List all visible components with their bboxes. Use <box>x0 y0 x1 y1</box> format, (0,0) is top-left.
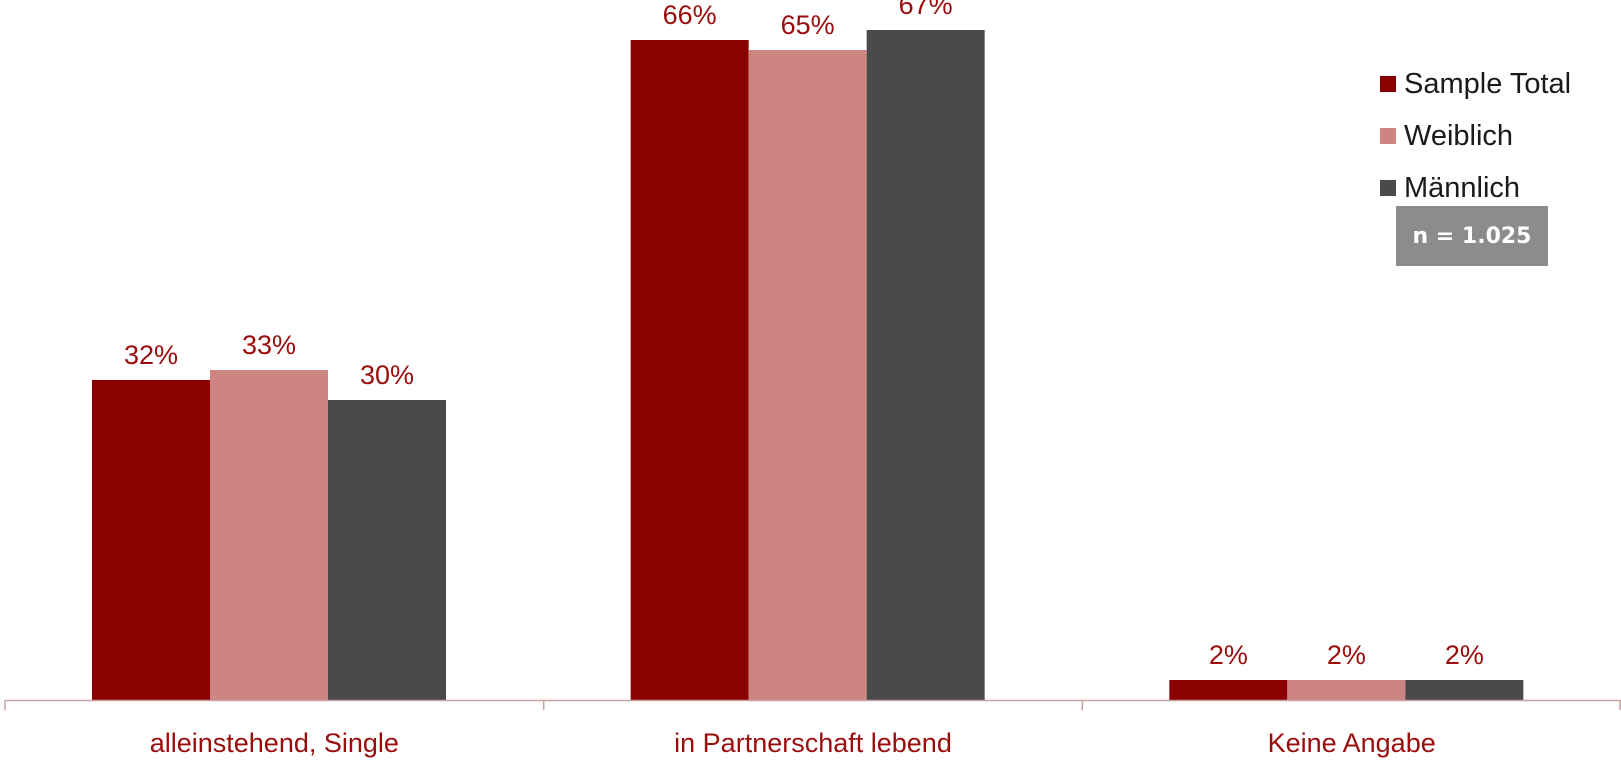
legend-item-sample-total: Sample Total <box>1380 58 1571 110</box>
bar-maennlich-in-partnerschaft-lebend <box>866 30 985 700</box>
bar-weiblich-in-partnerschaft-lebend <box>748 50 867 700</box>
bar-weiblich-keine-angabe <box>1287 680 1406 700</box>
bar-maennlich-alleinstehend-single <box>328 400 446 700</box>
sample-size-badge: n = 1.025 <box>1396 206 1548 266</box>
bar-weiblich-alleinstehend-single <box>210 370 328 700</box>
legend-item-weiblich: Weiblich <box>1380 110 1571 162</box>
bar-sample-total-in-partnerschaft-lebend <box>630 40 749 700</box>
legend: Sample Total Weiblich Männlich <box>1380 58 1571 214</box>
legend-swatch-maennlich <box>1380 180 1396 196</box>
legend-swatch-weiblich <box>1380 128 1396 144</box>
category-label-alleinstehend-single: alleinstehend, Single <box>150 728 399 758</box>
value-labels-group: 32% 33% 30% 66% 65% 67% 2% 2% 2% <box>124 0 1484 670</box>
bars-group <box>92 30 1524 700</box>
data-label-sample-total-in-partnerschaft-lebend: 66% <box>663 0 717 30</box>
data-label-maennlich-alleinstehend-single: 30% <box>360 360 414 390</box>
bar-sample-total-alleinstehend-single <box>92 380 210 700</box>
legend-label: Männlich <box>1404 171 1521 204</box>
category-labels-group: alleinstehend, Single in Partnerschaft le… <box>150 728 1436 758</box>
bar-maennlich-keine-angabe <box>1405 680 1524 700</box>
data-label-sample-total-keine-angabe: 2% <box>1209 640 1248 670</box>
data-label-sample-total-alleinstehend-single: 32% <box>124 340 178 370</box>
bar-sample-total-keine-angabe <box>1169 680 1288 700</box>
legend-label: Sample Total <box>1404 67 1572 100</box>
legend-label: Weiblich <box>1404 119 1514 152</box>
category-label-keine-angabe: Keine Angabe <box>1268 728 1436 758</box>
data-label-weiblich-in-partnerschaft-lebend: 65% <box>781 10 835 40</box>
x-axis <box>4 699 1621 710</box>
category-label-in-partnerschaft-lebend: in Partnerschaft lebend <box>674 728 952 758</box>
legend-swatch-sample-total <box>1380 76 1396 92</box>
data-label-maennlich-in-partnerschaft-lebend: 67% <box>899 0 953 20</box>
legend-item-maennlich: Männlich <box>1380 162 1571 214</box>
data-label-weiblich-keine-angabe: 2% <box>1327 640 1366 670</box>
data-label-maennlich-keine-angabe: 2% <box>1445 640 1484 670</box>
data-label-weiblich-alleinstehend-single: 33% <box>242 330 296 360</box>
